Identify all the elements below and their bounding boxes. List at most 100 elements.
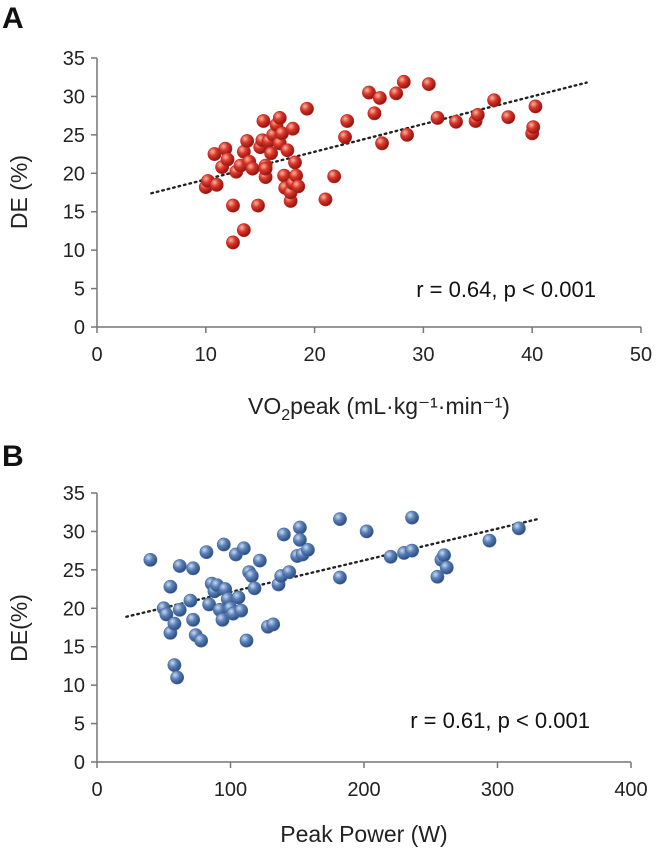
panel-a-data-point [396, 74, 411, 89]
panel-b-x-tick-label: 100 [214, 779, 247, 801]
panel-b-data-point [236, 541, 251, 556]
panel-b-data-point [172, 559, 187, 573]
panel-b-data-point [183, 593, 198, 608]
panel-a-data-point [327, 169, 342, 184]
panel-a-data-point [220, 152, 235, 167]
panel-b-data-point [293, 520, 307, 535]
panel-a-data-point [421, 77, 436, 92]
panel-a-data-point [430, 111, 445, 125]
panel-a-x-label-sub: 2 [281, 407, 290, 424]
panel-a-data-point [258, 161, 273, 176]
panel-b-y-tick-label: 20 [63, 598, 85, 620]
panel-b-data-point [430, 569, 445, 584]
panel-a-x-tick-label: 10 [195, 344, 217, 366]
panel-b-data-point [163, 579, 178, 594]
panel-b-data-point [333, 570, 347, 585]
panel-b-y-tick-label: 0 [74, 752, 85, 774]
panel-b-data-point [231, 590, 246, 605]
panel-a-data-point [272, 111, 287, 125]
panel-a-data-point [340, 114, 355, 128]
panel-a-data-point [338, 130, 352, 145]
panel-b-data-point [482, 533, 497, 548]
panel-b-data-point [282, 565, 297, 580]
panel-a-data-point [372, 91, 387, 105]
panel-a-data-point [264, 146, 278, 161]
panel-a-data-point [291, 179, 306, 194]
panel-b-y-tick-label: 10 [63, 675, 85, 697]
panel-b-data-point [244, 569, 259, 583]
panel-a-x-tick-label: 40 [521, 344, 543, 366]
panel-b-data-point [405, 510, 419, 525]
panel-a-data-point [449, 114, 463, 129]
panel-b-data-point [439, 560, 454, 575]
panel-a-y-tick-label: 0 [74, 317, 85, 339]
panel-b-x-tick-label: 300 [481, 779, 514, 801]
panel-b-chart: B 0 5 10 15 20 25 30 35 0 100 200 300 400 r = 0.61,… [2, 440, 648, 847]
panel-a-y-ticks: 0 5 10 15 20 25 30 35 [63, 48, 97, 339]
panel-a-data-point [389, 86, 404, 101]
panel-b-y-tick-label: 25 [63, 560, 85, 582]
panel-b-data-point [383, 549, 398, 564]
panel-b-data-point [239, 633, 254, 648]
panel-a-data-point [251, 198, 265, 213]
panel-a-data-point [226, 198, 240, 213]
panel-a-y-tick-label: 35 [63, 48, 85, 70]
panel-b-x-tick-label: 0 [91, 779, 102, 801]
panel-a-data-point [470, 107, 485, 122]
panel-a-x-label-rest: peak (mL·kg⁻¹·min⁻¹) [290, 393, 510, 419]
panel-b-y-label: DE(%) [6, 594, 32, 662]
panel-b-letter: B [2, 440, 24, 473]
panel-a-x-label-main: VO [248, 393, 281, 419]
panel-a-letter: A [2, 2, 24, 35]
panel-b-data-point [266, 617, 281, 632]
panel-a-data-point [236, 223, 251, 238]
panel-b-trendline [125, 517, 539, 618]
panel-a-x-tick-label: 20 [303, 344, 325, 366]
panel-a-data-point [240, 134, 255, 148]
panel-a-data-point [400, 127, 414, 142]
panel-b-y-tick-label: 30 [63, 521, 85, 543]
panel-a-data-point [245, 161, 260, 176]
panel-a-data-point [487, 93, 502, 108]
panel-b-y-ticks: 0 5 10 15 20 25 30 35 [63, 483, 97, 774]
panel-a-chart: A 0 5 10 15 20 25 30 35 0 10 20 30 40 50 r = 0.64, p… [2, 2, 652, 424]
panel-b-x-tick-label: 400 [614, 779, 647, 801]
panel-a-data-point [300, 101, 314, 116]
panel-a-data-point [256, 114, 271, 128]
panel-b-data-point [167, 616, 182, 631]
panel-b-data-point [276, 527, 291, 542]
panel-b-data-point [437, 548, 451, 563]
panel-a-x-tick-label: 0 [91, 344, 102, 366]
panel-a-y-tick-label: 15 [63, 202, 85, 224]
panel-a-y-tick-label: 20 [63, 163, 85, 185]
panel-b-data-point [247, 581, 262, 596]
panel-b-x-tick-label: 200 [347, 779, 380, 801]
panel-a-data-point [526, 120, 541, 135]
panel-b-data-point [293, 532, 307, 547]
panel-a-x-label: VO2peak (mL·kg⁻¹·min⁻¹) [248, 393, 510, 424]
panel-b-data-point [194, 633, 209, 648]
panel-b-x-ticks: 0 100 200 300 400 [91, 762, 648, 801]
panel-a-data-point [288, 155, 302, 170]
panel-b-data-point [301, 542, 315, 557]
panel-a-y-tick-label: 25 [63, 125, 85, 147]
panel-a-data-point [501, 110, 516, 125]
panel-a-data-point [528, 99, 543, 114]
panel-b-data-point [405, 543, 419, 558]
panel-a-x-tick-label: 30 [412, 344, 434, 366]
panel-a-y-tick-label: 30 [63, 86, 85, 108]
panel-b-data-point [216, 537, 231, 552]
panel-b-data-point [359, 524, 374, 539]
panel-a-trendline [150, 81, 588, 195]
panel-b-data-point [215, 612, 230, 627]
panel-b-data-point [170, 670, 184, 685]
panel-b-data-point [167, 658, 182, 673]
panel-a-x-tick-label: 50 [630, 344, 652, 366]
panel-a-data-point [226, 235, 240, 250]
panel-a-data-point [318, 192, 333, 207]
panel-b-data-point [143, 552, 158, 567]
panel-a-data-point [367, 106, 382, 121]
panel-a-x-ticks: 0 10 20 30 40 50 [91, 327, 652, 366]
panel-b-data-point [172, 602, 187, 617]
